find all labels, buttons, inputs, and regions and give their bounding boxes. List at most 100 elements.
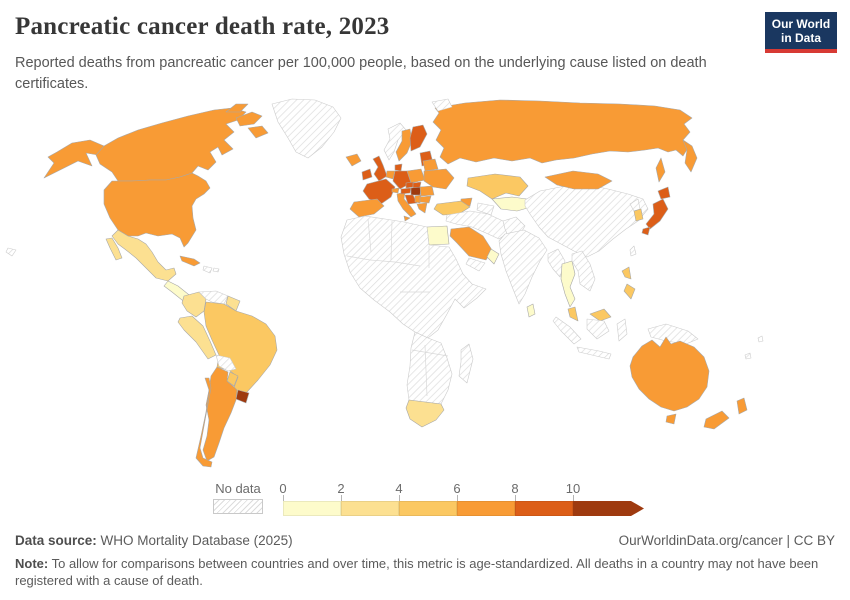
region-benelux[interactable] bbox=[385, 170, 396, 180]
country-philippines-north[interactable] bbox=[621, 266, 632, 280]
country-france[interactable] bbox=[362, 178, 396, 205]
country-new-zealand-south[interactable] bbox=[703, 410, 730, 430]
region-pacific-islands-1[interactable] bbox=[744, 352, 752, 360]
country-madagascar[interactable] bbox=[458, 343, 474, 384]
country-egypt[interactable] bbox=[426, 225, 450, 246]
country-uk[interactable] bbox=[372, 155, 388, 182]
legend-bin-10-plus[interactable] bbox=[573, 501, 644, 516]
country-indonesia-borneo[interactable] bbox=[586, 318, 610, 340]
legend-tickmark bbox=[515, 495, 516, 501]
country-hungary[interactable] bbox=[410, 186, 422, 196]
legend-tick-4: 4 bbox=[395, 481, 403, 496]
region-peru-ecuador[interactable] bbox=[177, 315, 217, 360]
country-malaysia-borneo[interactable] bbox=[589, 308, 612, 322]
country-new-zealand-north[interactable] bbox=[736, 397, 748, 415]
country-hispaniola[interactable] bbox=[202, 265, 213, 274]
country-russia[interactable] bbox=[432, 99, 693, 165]
country-canada-arctic-3[interactable] bbox=[225, 103, 249, 113]
country-turkmenistan[interactable] bbox=[476, 202, 495, 216]
region-balkans-west[interactable] bbox=[404, 194, 418, 205]
country-indonesia-sulawesi[interactable] bbox=[616, 318, 628, 342]
country-mexico[interactable] bbox=[111, 229, 177, 282]
country-cuba[interactable] bbox=[179, 255, 201, 267]
country-mexico-baja[interactable] bbox=[105, 237, 123, 261]
region-iran-iraq[interactable] bbox=[445, 210, 509, 240]
country-thailand[interactable] bbox=[560, 260, 576, 308]
country-finland[interactable] bbox=[409, 124, 428, 152]
legend-tickmark bbox=[341, 495, 342, 501]
country-south-korea[interactable] bbox=[633, 208, 644, 222]
country-sri-lanka[interactable] bbox=[526, 303, 536, 318]
country-mongolia[interactable] bbox=[544, 170, 613, 190]
country-myanmar[interactable] bbox=[547, 248, 566, 278]
country-sweden[interactable] bbox=[395, 128, 413, 162]
region-southern-africa[interactable] bbox=[406, 331, 453, 405]
country-argentina[interactable] bbox=[202, 366, 238, 462]
legend-bin-4-6[interactable] bbox=[399, 501, 457, 516]
country-saudi-arabia[interactable] bbox=[449, 226, 493, 261]
country-austria[interactable] bbox=[400, 187, 412, 195]
region-indochina[interactable] bbox=[571, 250, 596, 292]
country-iceland[interactable] bbox=[345, 153, 362, 167]
country-taiwan[interactable] bbox=[629, 245, 637, 257]
country-indonesia-java[interactable] bbox=[576, 346, 612, 360]
country-india[interactable] bbox=[498, 229, 548, 305]
attribution-link[interactable]: OurWorldinData.org/cancer | CC BY bbox=[618, 533, 835, 548]
country-denmark[interactable] bbox=[394, 163, 403, 172]
legend-tick-6: 6 bbox=[453, 481, 461, 496]
legend-bin-0-2[interactable] bbox=[283, 501, 341, 516]
country-south-africa[interactable] bbox=[405, 399, 445, 428]
country-kazakhstan[interactable] bbox=[466, 173, 529, 200]
country-japan-honshu[interactable] bbox=[645, 198, 669, 230]
country-canada-arctic-1[interactable] bbox=[235, 111, 263, 127]
country-norway[interactable] bbox=[383, 122, 407, 161]
region-pacific-islands-2[interactable] bbox=[757, 335, 764, 343]
country-serbia[interactable] bbox=[414, 194, 422, 204]
country-switzerland[interactable] bbox=[391, 187, 400, 194]
legend-bin-6-8[interactable] bbox=[457, 501, 515, 516]
country-japan-hokkaido[interactable] bbox=[657, 186, 671, 200]
region-north-africa[interactable] bbox=[340, 215, 487, 339]
country-romania[interactable] bbox=[419, 185, 435, 197]
legend-bin-8-10[interactable] bbox=[515, 501, 573, 516]
country-bolivia[interactable] bbox=[215, 354, 237, 372]
country-greece[interactable] bbox=[416, 202, 428, 214]
country-philippines-south[interactable] bbox=[623, 283, 636, 300]
country-ukraine[interactable] bbox=[423, 168, 455, 190]
country-japan-kyushu[interactable] bbox=[641, 226, 651, 236]
legend-segments bbox=[283, 501, 645, 516]
country-canada[interactable] bbox=[95, 107, 247, 182]
country-puerto-rico[interactable] bbox=[212, 267, 220, 273]
region-iberia[interactable] bbox=[349, 198, 385, 218]
country-yemen[interactable] bbox=[465, 257, 486, 272]
country-italy-sicily[interactable] bbox=[403, 215, 411, 222]
country-malaysia[interactable] bbox=[567, 306, 579, 322]
footer-note: Note: To allow for comparisons between c… bbox=[15, 555, 821, 589]
country-greenland[interactable] bbox=[271, 98, 342, 159]
legend-no-data[interactable]: No data bbox=[213, 481, 263, 514]
country-bulgaria[interactable] bbox=[419, 195, 432, 204]
legend-color-scale: 0 2 4 6 8 10 bbox=[279, 481, 653, 519]
country-canada-arctic-2[interactable] bbox=[247, 125, 269, 139]
legend-tick-8: 8 bbox=[511, 481, 519, 496]
country-australia[interactable] bbox=[629, 336, 710, 412]
country-russia-sakhalin[interactable] bbox=[655, 157, 666, 183]
country-australia-tasmania[interactable] bbox=[665, 413, 677, 425]
legend-bin-2-4[interactable] bbox=[341, 501, 399, 516]
country-ireland[interactable] bbox=[361, 168, 373, 181]
note-text: To allow for comparisons between countri… bbox=[15, 556, 819, 589]
legend-no-data-label: No data bbox=[215, 481, 261, 496]
country-belarus[interactable] bbox=[422, 158, 439, 172]
country-italy[interactable] bbox=[396, 191, 417, 218]
country-hawaii[interactable] bbox=[5, 247, 17, 257]
country-alaska[interactable] bbox=[43, 139, 105, 179]
country-svalbard[interactable] bbox=[431, 98, 453, 112]
country-paraguay[interactable] bbox=[226, 371, 239, 387]
country-chile[interactable] bbox=[195, 377, 213, 468]
country-oman[interactable] bbox=[486, 248, 500, 265]
country-russia-kamchatka[interactable] bbox=[682, 139, 698, 173]
legend-no-data-swatch bbox=[213, 499, 263, 514]
owid-logo[interactable]: Our World in Data bbox=[765, 12, 837, 54]
region-new-guinea[interactable] bbox=[647, 323, 699, 345]
country-indonesia-sumatra[interactable] bbox=[552, 316, 582, 345]
